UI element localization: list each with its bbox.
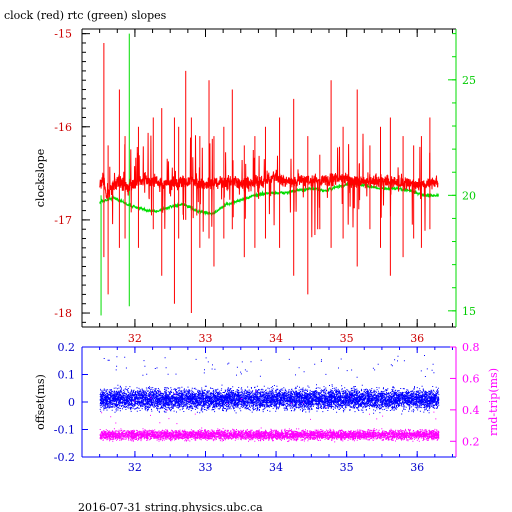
bottom-y-tick-label: -0.1	[54, 424, 75, 437]
chart-title: clock (red) rtc (green) slopes	[4, 9, 167, 22]
y-tick-label: -17	[54, 214, 72, 227]
series-round-trip-points	[99, 390, 440, 443]
bottom-x-tick-label: 33	[198, 461, 212, 474]
top-plot-area	[99, 33, 439, 316]
y-tick-label: -18	[54, 307, 72, 320]
bottom-y-tick-label: 0.1	[58, 369, 76, 382]
bottom-y2-tick-label: 0.2	[462, 435, 480, 448]
series-offset-points	[99, 355, 440, 415]
bottom-y-tick-label: -0.2	[54, 451, 75, 464]
bottom-y2-tick-label: 0.4	[462, 404, 480, 417]
bottom-x-tick-label: 34	[269, 461, 283, 474]
bottom-y-axis-label: offset(ms)	[34, 374, 47, 430]
y2-tick-label: 20	[462, 189, 476, 202]
y2-tick-label: 25	[462, 74, 476, 87]
y-tick-label: -16	[54, 121, 72, 134]
x-tick-label: 36	[410, 332, 424, 345]
x-tick-label: 34	[269, 332, 283, 345]
bottom-y-tick-label: 0	[68, 396, 75, 409]
x-tick-label: 35	[340, 332, 354, 345]
y-tick-label: -15	[54, 28, 72, 41]
bottom-x-tick-label: 36	[410, 461, 424, 474]
bottom-y2-axis-label: rnd-trip(ms)	[487, 368, 500, 436]
bottom-y-tick-label: 0.2	[58, 341, 76, 354]
x-tick-label: 33	[198, 332, 212, 345]
bottom-y2-tick-label: 0.6	[462, 372, 480, 385]
bottom-plot-area	[99, 355, 440, 443]
footer-text: 2016-07-31 string.physics.ubc.ca	[78, 501, 263, 512]
y-axis-label: clockslope	[34, 149, 47, 207]
bottom-x-tick-label: 35	[340, 461, 354, 474]
x-tick-label: 32	[128, 332, 142, 345]
series-clock-slope-line	[99, 132, 439, 238]
y2-tick-label: 15	[462, 305, 476, 318]
bottom-y2-tick-label: 0.8	[462, 341, 480, 354]
bottom-x-tick-label: 32	[128, 461, 142, 474]
